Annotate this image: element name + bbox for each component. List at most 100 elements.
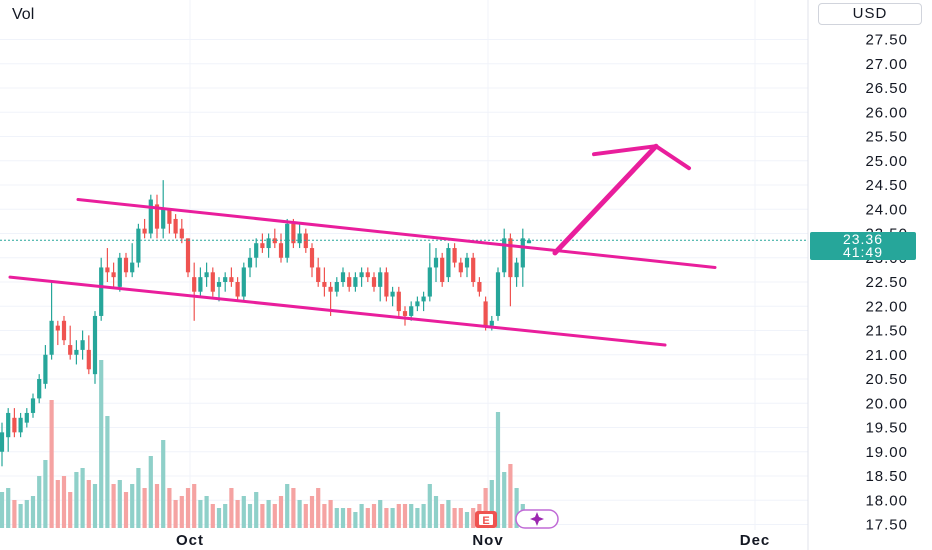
candle-body: [92, 315, 98, 375]
price-axis[interactable]: 27.50 27.00 26.50 26.00 25.50 25.00 24.50 24.00…: [865, 32, 908, 534]
volume-bar: [334, 508, 339, 528]
chart-grid: [0, 0, 808, 530]
candle-body: [489, 320, 494, 326]
candle-body: [291, 223, 296, 244]
volume-bar: [378, 500, 383, 528]
time-tick-label: Nov: [472, 532, 503, 549]
candle-body: [328, 286, 333, 292]
candle-body: [254, 243, 259, 258]
candle-body: [334, 282, 339, 292]
volume-bar: [254, 492, 259, 528]
candle-body: [409, 306, 414, 316]
candle-body: [458, 262, 463, 273]
volume-bar: [464, 512, 470, 528]
volume-bar: [37, 476, 42, 528]
candle-body: [167, 209, 172, 224]
candle-body: [136, 228, 141, 263]
volume-bar: [43, 460, 48, 528]
volume-bar: [229, 488, 234, 528]
candle-body: [210, 272, 215, 292]
candle-body: [322, 282, 327, 287]
candle-body: [241, 267, 246, 297]
price-tick-label: 19.50: [865, 420, 908, 437]
volume-bar: [235, 500, 240, 528]
volume-bar: [204, 496, 209, 528]
volume-bar: [489, 480, 494, 528]
volume-bar: [154, 484, 160, 528]
candle-body: [223, 277, 228, 282]
volume-bar: [508, 464, 513, 528]
currency-selector[interactable]: USD: [818, 3, 922, 25]
candle-body: [365, 272, 370, 278]
channel-lower-line: [8, 275, 667, 347]
volume-bar: [130, 484, 135, 528]
candle-body: [192, 277, 197, 292]
time-axis[interactable]: Oct Nov Dec: [176, 532, 770, 549]
candle-body: [390, 291, 395, 297]
candle-body: [142, 228, 147, 234]
last-price-value: 23.36: [842, 231, 884, 247]
candle-body: [402, 311, 408, 316]
candle-body: [179, 228, 184, 239]
volume-bar: [359, 504, 364, 528]
volume-bar: [303, 504, 308, 528]
candle-body: [452, 248, 457, 263]
volume-bar: [179, 496, 184, 528]
earnings-marker[interactable]: E: [475, 511, 497, 528]
candle-body: [285, 223, 290, 258]
candle-body: [446, 248, 451, 278]
volume-bar: [136, 468, 141, 528]
candle-body: [30, 398, 36, 413]
volume-bar: [148, 456, 153, 528]
candle-body: [371, 277, 377, 287]
volume-bar: [433, 496, 439, 528]
candle-body: [378, 272, 383, 287]
volume-bar: [123, 492, 129, 528]
volume-bar: [446, 500, 451, 528]
candle-body: [0, 432, 5, 452]
candle-body: [471, 257, 476, 282]
drawings[interactable]: [8, 143, 717, 347]
candle-body: [483, 301, 488, 326]
volume-bar: [198, 500, 203, 528]
candle-body: [359, 272, 364, 278]
candle-body: [43, 354, 48, 384]
candle-body: [55, 325, 60, 331]
candle-body: [99, 267, 104, 316]
candle-body: [130, 262, 135, 273]
candle-body: [464, 257, 470, 268]
candle-body: [433, 257, 439, 268]
candle-body: [105, 267, 110, 273]
volume-bar: [86, 480, 91, 528]
volume-bar: [0, 492, 5, 528]
candle-body: [61, 320, 67, 341]
candle-body: [477, 282, 482, 292]
price-tick-label: 19.00: [865, 444, 908, 461]
volume-bar: [216, 508, 222, 528]
dividend-marker[interactable]: [515, 509, 559, 529]
candle-body: [353, 277, 358, 287]
volume-bar: [458, 508, 463, 528]
volume-bar: [192, 484, 197, 528]
candle-body: [297, 233, 302, 244]
price-tick-label: 27.50: [865, 32, 908, 49]
price-tick-label: 18.50: [865, 468, 908, 485]
volume-bar: [316, 488, 321, 528]
candle-body: [173, 218, 178, 234]
volume-bar: [12, 500, 17, 528]
volume-bar: [347, 508, 352, 528]
volume-bar: [161, 440, 166, 528]
price-tick-label: 26.00: [865, 104, 908, 121]
volume-bar: [55, 480, 60, 528]
candle-body: [18, 417, 23, 433]
volume-bar: [390, 508, 395, 528]
candle-body: [266, 238, 271, 249]
volume-bar: [427, 484, 432, 528]
candle-body: [12, 417, 17, 433]
price-tick-label: 17.50: [865, 517, 908, 534]
candle-body: [520, 238, 525, 268]
price-tick-label: 21.50: [865, 323, 908, 340]
volume-bar: [61, 476, 67, 528]
volume-bar: [353, 512, 358, 528]
candle-body: [384, 272, 389, 297]
